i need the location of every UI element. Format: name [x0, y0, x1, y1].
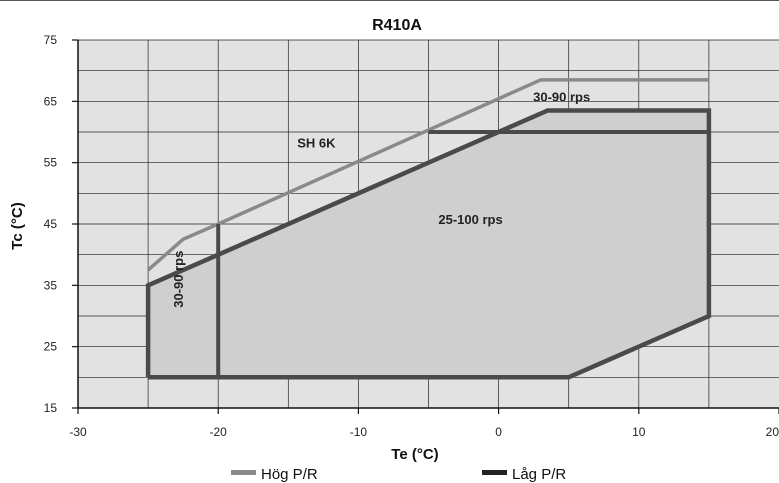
x-tick-label: 0 [495, 425, 502, 439]
y-tick-label: 45 [44, 217, 58, 231]
y-tick-label: 15 [44, 401, 58, 415]
annotation-label: 30-90 rps [171, 251, 186, 308]
legend-label-hog: Hög P/R [261, 466, 318, 483]
legend-label-lag: Låg P/R [512, 466, 566, 483]
annotation-label: 25-100 rps [438, 212, 502, 227]
annotation-label: SH 6K [297, 135, 336, 150]
x-tick-label: 10 [632, 425, 646, 439]
x-tick-label: -10 [350, 425, 368, 439]
x-axis-title: Te (°C) [391, 446, 438, 463]
legend-swatch-lag [482, 470, 507, 475]
axes: -30 -20 -10 0 10 20 15 25 35 45 55 65 75 [44, 33, 779, 439]
operating-envelope-fill [148, 110, 709, 378]
y-tick-label: 65 [44, 94, 58, 108]
x-tick-label: -20 [210, 425, 228, 439]
series-line-lag [145, 108, 712, 380]
series-layer [145, 78, 712, 380]
annotations: 30-90 rps SH 6K 25-100 rps 30-90 rps [171, 89, 590, 307]
chart-title: R410A [372, 17, 422, 34]
annotation-label: 30-90 rps [533, 89, 590, 104]
y-tick-label: 35 [44, 278, 58, 292]
y-axis-title: Tc (°C) [9, 202, 26, 249]
y-tick-label: 75 [44, 33, 58, 47]
legend-swatch-hog [231, 470, 256, 475]
y-tick-label: 55 [44, 156, 58, 170]
x-tick-label: 20 [766, 425, 779, 439]
x-tick-label: -30 [69, 425, 87, 439]
legend: Hög P/R Låg P/R [231, 466, 566, 483]
y-tick-label: 25 [44, 340, 58, 354]
